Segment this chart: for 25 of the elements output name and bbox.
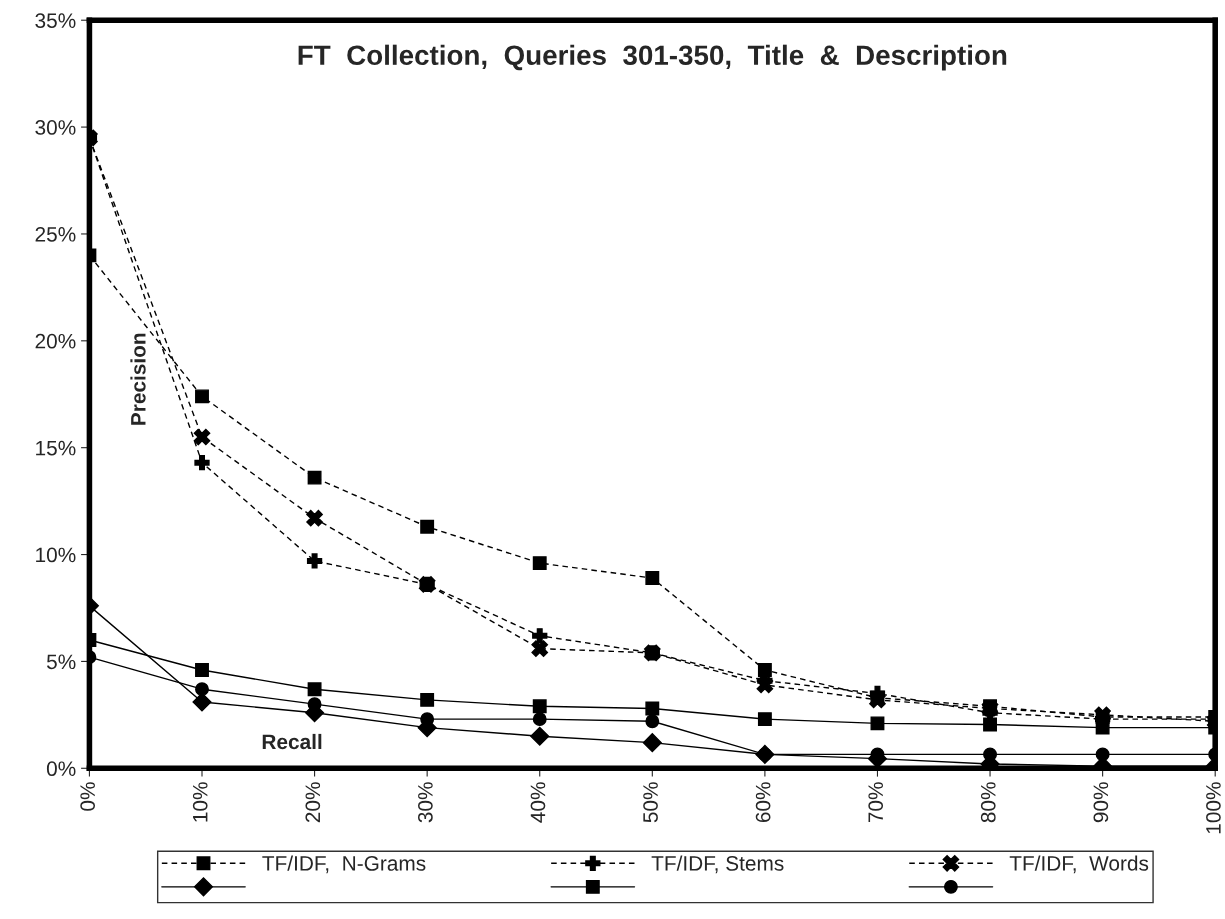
x-tick-label: 70% <box>868 782 884 823</box>
y-tick-label: 0% <box>46 761 76 777</box>
annotation: Recall <box>262 733 322 750</box>
x-tick-label: 0% <box>80 782 96 811</box>
y-tick-label: 30% <box>35 120 76 135</box>
x-tick-label: 50% <box>643 782 658 823</box>
x-tick-label: 60% <box>755 782 771 823</box>
x-tick-label: 30% <box>418 782 433 823</box>
annotation: Precision <box>130 333 146 425</box>
x-tick-label: 80% <box>980 782 996 823</box>
x-tick-label: 10% <box>192 782 208 822</box>
y-tick-label: 25% <box>35 226 76 242</box>
legend-label: TF/IDF, Stems <box>651 855 784 874</box>
x-tick-label: 40% <box>530 782 546 823</box>
text: FT Collection, Queries 301-350, Title & Description <box>298 44 1007 71</box>
y-tick-label: 20% <box>35 333 76 349</box>
x-tick-label: 100% <box>1206 782 1221 834</box>
x-tick-label: 90% <box>1093 782 1109 823</box>
y-tick-label: 10% <box>36 547 76 563</box>
y-tick-label: 35% <box>35 13 76 28</box>
y-tick-label: 15% <box>36 440 76 456</box>
legend-label: TF/IDF, N-Grams <box>262 855 426 874</box>
y-tick-label: 5% <box>46 654 76 670</box>
x-tick-label: 20% <box>305 782 321 823</box>
legend-label: TF/IDF, Words <box>1009 855 1149 874</box>
